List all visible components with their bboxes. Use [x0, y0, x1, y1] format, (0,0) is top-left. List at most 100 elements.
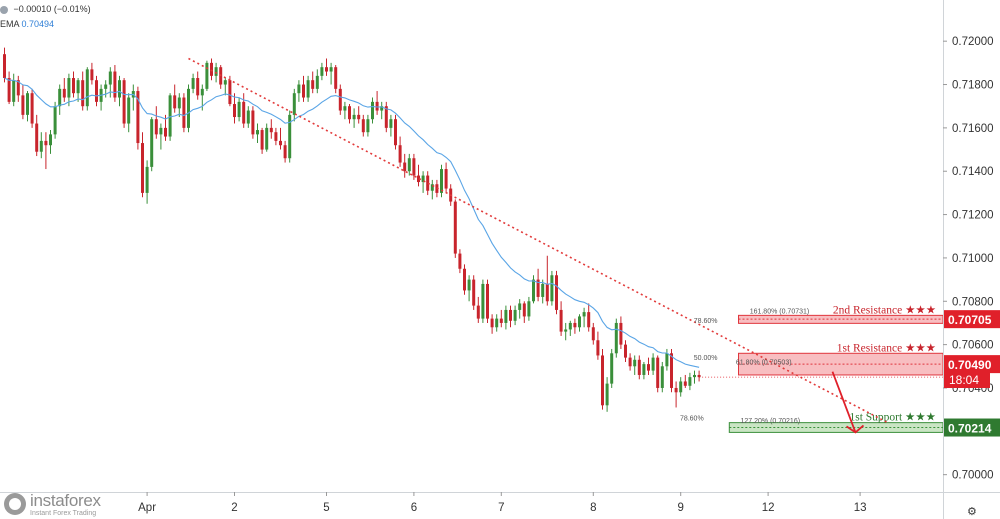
candle-body	[12, 80, 16, 102]
candle-body	[72, 78, 75, 94]
projection-arrow-head	[846, 424, 865, 434]
candle-body	[412, 158, 416, 176]
fib-label: 127.20% (0.70216)	[741, 418, 801, 425]
price-tag	[944, 310, 1000, 329]
x-tick-label: 12	[762, 502, 775, 514]
candle-body	[187, 88, 190, 128]
candle-body	[246, 110, 250, 124]
candle-body	[656, 357, 660, 388]
candle-body	[430, 184, 434, 191]
zone-label: 1st Resistance ★★★	[837, 342, 936, 354]
candle-body	[49, 134, 52, 146]
candle-body	[596, 340, 600, 356]
candle-body	[472, 279, 476, 306]
candle-body	[601, 355, 604, 406]
candle-body	[610, 353, 614, 384]
candle-body	[237, 101, 241, 118]
candle-body	[683, 381, 687, 386]
fib-label: 161.80% (0.70731)	[750, 308, 810, 315]
candle-body	[118, 80, 121, 98]
x-tick-label: 8	[590, 502, 596, 514]
candle-body	[67, 78, 71, 98]
candle-body	[104, 84, 108, 89]
timer-tag-text: 18:04	[949, 373, 979, 387]
ema-value: 0.70494	[21, 19, 55, 29]
ema-line	[4, 77, 700, 368]
candle-body	[637, 359, 641, 375]
price-axis[interactable]: 0.72000 0.71800 0.71600 0.71400 0.71200 0.710…	[943, 0, 994, 519]
candle-body	[76, 80, 80, 94]
y-tick-label: 0.70600	[952, 340, 994, 352]
ema-legend[interactable]: EMA 0.70494	[0, 19, 54, 29]
timer-tag	[944, 370, 990, 388]
candle-body	[536, 279, 540, 297]
candle-body	[541, 283, 545, 297]
candle-body	[665, 353, 669, 367]
candle-body	[242, 101, 246, 124]
candle-body	[297, 84, 301, 94]
candle-body	[357, 114, 361, 120]
candle-body	[320, 67, 324, 76]
settings-gear-icon[interactable]: ⚙	[967, 506, 977, 518]
candle-body	[458, 253, 462, 269]
candle-body	[196, 78, 200, 96]
candle-body	[113, 71, 117, 98]
candle-body	[518, 303, 522, 310]
candle-body	[628, 357, 632, 367]
time-axis[interactable]: Apr 2 5 6 7 8 9 12 13	[0, 492, 1000, 514]
y-tick-label: 0.71200	[952, 210, 994, 222]
candle-body	[647, 364, 650, 371]
candle-body	[256, 130, 259, 135]
candle-body	[389, 119, 393, 128]
projection-arrow	[831, 371, 857, 433]
plot-area[interactable]	[0, 0, 943, 492]
candle-body	[532, 279, 535, 302]
candle-body	[371, 101, 374, 120]
candle-body	[426, 175, 430, 191]
fib-label: 78.60%	[680, 416, 704, 423]
candle-body	[7, 78, 11, 102]
candle-body	[122, 80, 126, 124]
candle-body	[660, 366, 664, 388]
x-tick-label: Apr	[138, 502, 156, 514]
candle-body	[398, 145, 402, 163]
ema-label: EMA	[0, 19, 20, 29]
candle-body	[509, 309, 512, 321]
candle-body	[173, 95, 177, 109]
price-tags: 0.70705 0.70490 0.70214 18:04	[944, 310, 1000, 437]
candle-body	[85, 69, 89, 107]
ema-layer	[4, 77, 700, 368]
candle-body	[205, 62, 209, 89]
candle-body	[108, 71, 112, 85]
fib-label: 61.80% (0.70503)	[736, 359, 792, 366]
candle-body	[361, 119, 365, 133]
candle-body	[150, 119, 154, 167]
candle-body	[366, 119, 370, 133]
candle-body	[444, 169, 448, 189]
candle-body	[81, 80, 85, 107]
candle-body	[53, 106, 57, 135]
fib-label: 78.60%	[694, 318, 718, 325]
x-tick-label: 13	[854, 502, 867, 514]
zone-label: 1st Support ★★★	[849, 412, 936, 424]
x-tick-label: 7	[498, 502, 504, 514]
y-tick-label: 0.71800	[952, 80, 994, 92]
candle-body	[348, 106, 351, 120]
candle-body	[292, 93, 296, 115]
candle-body	[527, 301, 531, 317]
watermark-logo: instaforex Instant Forex Trading	[4, 491, 101, 517]
candle-body	[302, 84, 305, 98]
zone-label: 2nd Resistance ★★★	[833, 304, 936, 316]
candle-body	[605, 383, 609, 406]
overlay-layer: 161.80% (0.70731) 78.60% 50.00% 61.80% (0.7…	[188, 57, 943, 434]
candle-body	[58, 88, 62, 107]
candle-body	[582, 312, 586, 317]
candle-body	[251, 110, 255, 135]
price-tag-text: 0.70705	[948, 313, 992, 327]
candle-body	[35, 123, 39, 152]
plot-background[interactable]	[0, 0, 943, 492]
candle-body	[417, 175, 420, 183]
price-tag	[944, 418, 1000, 437]
candle-body	[288, 114, 292, 159]
